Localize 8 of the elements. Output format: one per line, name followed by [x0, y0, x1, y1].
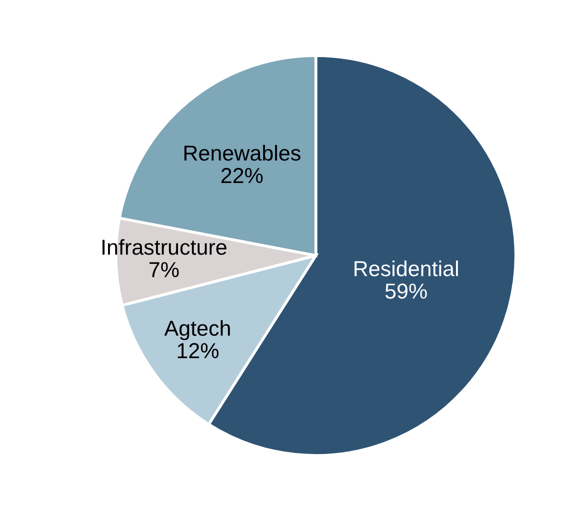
- data-label: 12%: [178, 343, 219, 358]
- slice-label: Agtech: [164, 320, 230, 340]
- data-label: 59%: [385, 283, 427, 299]
- slice-label: Infrastructure: [102, 239, 226, 255]
- data-label: 7%: [149, 262, 179, 278]
- data-label: 22%: [221, 168, 263, 184]
- slice-label: Renewables: [184, 144, 300, 161]
- slice-label: Residential: [354, 260, 458, 276]
